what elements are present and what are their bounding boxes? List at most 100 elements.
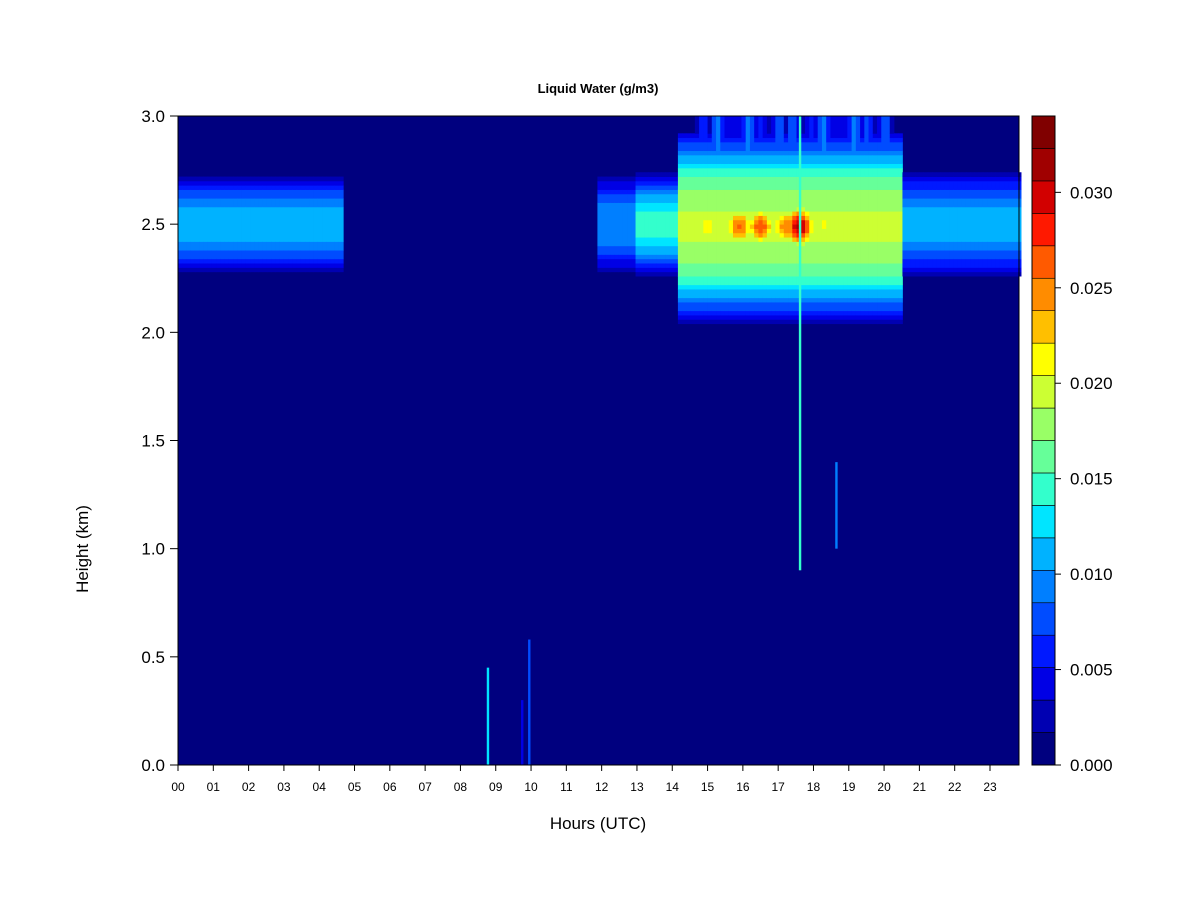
heatmap-cell xyxy=(944,180,950,190)
heatmap-cell xyxy=(893,241,899,264)
heatmap-cell xyxy=(682,284,687,290)
heatmap-cell xyxy=(889,289,895,299)
heatmap-cell xyxy=(182,267,187,273)
heatmap-cell xyxy=(699,276,704,286)
heatmap-cell xyxy=(762,319,768,325)
heatmap-cell xyxy=(639,258,645,264)
heatmap-cell xyxy=(699,154,704,164)
heatmap-cell xyxy=(182,189,187,199)
heatmap-cell xyxy=(673,245,679,255)
heatmap-cell xyxy=(262,189,268,199)
heatmap-cell xyxy=(788,319,793,325)
heatmap-cell xyxy=(910,206,916,242)
heatmap-cell xyxy=(711,276,717,286)
heatmap-cell xyxy=(809,289,814,299)
heatmap-cell xyxy=(690,189,696,212)
heatmap-cell xyxy=(758,141,764,152)
heatmap-cell xyxy=(923,250,929,260)
heatmap-cell xyxy=(783,302,789,312)
heatmap-cell xyxy=(288,180,293,186)
heatmap-cell xyxy=(326,180,331,186)
heatmap-cell xyxy=(800,310,806,316)
heatmap-cell xyxy=(737,141,742,152)
heatmap-cell xyxy=(978,250,984,260)
x-tick-label: 14 xyxy=(666,780,680,794)
heatmap-column xyxy=(690,133,696,325)
heatmap-cell xyxy=(245,267,251,273)
heatmap-cell xyxy=(771,141,776,152)
heatmap-cell xyxy=(271,206,276,242)
heatmap-cell xyxy=(762,289,768,299)
heatmap-cell xyxy=(788,167,793,177)
heatmap-cell xyxy=(711,211,717,242)
heatmap-cell xyxy=(682,137,687,143)
heatmap-cell xyxy=(872,302,878,312)
colorbar-tick-label: 0.020 xyxy=(1070,374,1113,393)
heatmap-cell xyxy=(194,185,200,190)
heatmap-column xyxy=(813,116,819,325)
heatmap-cell xyxy=(1008,258,1013,268)
heatmap-cell xyxy=(898,315,903,320)
colorbar-swatch xyxy=(1031,602,1056,636)
heatmap-cell xyxy=(699,302,704,312)
heatmap-cell xyxy=(639,172,645,177)
heatmap-cell xyxy=(877,289,882,299)
heatmap-cell xyxy=(970,250,975,260)
heatmap-cell xyxy=(991,206,997,242)
colorbar-swatch xyxy=(1031,699,1056,733)
heatmap-cell xyxy=(800,211,806,216)
heatmap-cell xyxy=(605,180,611,190)
heatmap-cell xyxy=(847,289,853,299)
heatmap-cell xyxy=(635,202,641,212)
heatmap-cell xyxy=(317,241,323,251)
heatmap-cell xyxy=(817,289,823,299)
heatmap-cell xyxy=(775,163,780,169)
heatmap-cell xyxy=(610,202,615,247)
heatmap-cell xyxy=(224,189,230,199)
heatmap-cell xyxy=(826,176,831,190)
heatmap-cell xyxy=(258,241,264,251)
heatmap-cell xyxy=(732,237,738,242)
x-tick-label: 03 xyxy=(277,780,291,794)
heatmap-cell xyxy=(851,163,857,169)
heatmap-cell xyxy=(775,150,780,156)
heatmap-cell xyxy=(275,206,281,242)
heatmap-cell xyxy=(283,263,289,268)
heatmap-cell xyxy=(792,116,797,152)
heatmap-column xyxy=(741,116,747,325)
heatmap-column xyxy=(635,172,641,277)
heatmap-cell xyxy=(711,302,717,312)
heatmap-cell xyxy=(877,297,882,303)
heatmap-cell xyxy=(910,172,916,177)
heatmap-cell xyxy=(754,176,759,190)
heatmap-cell xyxy=(809,310,814,316)
heatmap-cell xyxy=(737,154,742,164)
heatmap-cell xyxy=(728,319,734,325)
heatmap-cell xyxy=(855,150,861,156)
heatmap-cell xyxy=(999,176,1005,182)
heatmap-cell xyxy=(648,185,653,190)
heatmap-cell xyxy=(868,284,874,290)
heatmap-cell xyxy=(775,232,780,242)
heatmap-cell xyxy=(741,302,747,312)
heatmap-cell xyxy=(677,150,683,156)
heatmap-cell xyxy=(716,289,721,299)
heatmap-column xyxy=(258,176,264,273)
heatmap-cell xyxy=(792,310,797,316)
heatmap-cell xyxy=(703,297,708,303)
heatmap-cell xyxy=(300,241,306,251)
heatmap-cell xyxy=(182,241,187,251)
heatmap-cell xyxy=(953,176,958,182)
heatmap-cell xyxy=(758,276,764,286)
heatmap-cell xyxy=(694,289,700,299)
heatmap-cell xyxy=(741,310,747,316)
heatmap-column xyxy=(927,172,933,277)
x-tick-label: 12 xyxy=(595,780,609,794)
heatmap-cell xyxy=(796,219,802,225)
heatmap-column xyxy=(292,176,298,273)
heatmap-cell xyxy=(707,133,713,139)
heatmap-cell xyxy=(737,150,742,156)
x-tick-label: 08 xyxy=(454,780,468,794)
heatmap-cell xyxy=(334,263,340,268)
heatmap-cell xyxy=(326,206,331,242)
